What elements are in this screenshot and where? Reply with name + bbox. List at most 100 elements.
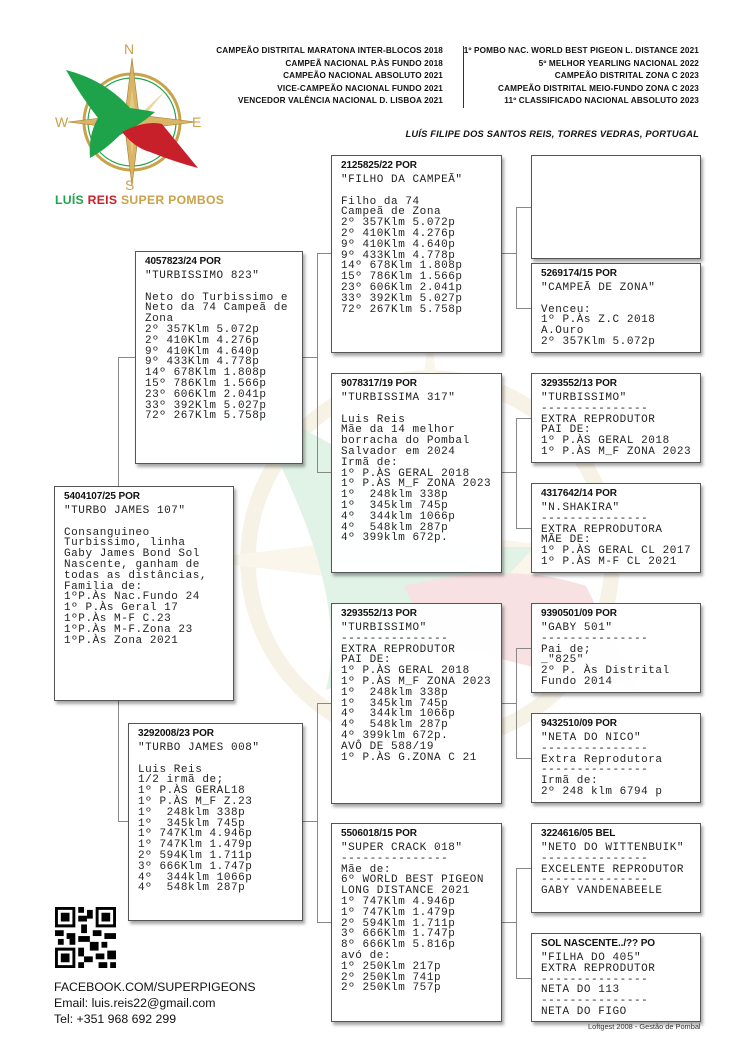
- pigeon-name: "CAMPEÃ DE ZONA": [541, 282, 656, 294]
- achievement: CAMPEÃ NACIONAL P.ÀS FUNDO 2018: [285, 58, 443, 68]
- pigeon-card-ggp[interactable]: 5269174/15 POR "CAMPEÃ DE ZONA" Venceu: …: [531, 263, 701, 353]
- email-link[interactable]: Email: luis.reis22@gmail.com: [54, 996, 216, 1010]
- connector-line: [516, 758, 531, 759]
- compass-w: W: [55, 114, 69, 130]
- pigeon-card-empty[interactable]: [531, 155, 701, 259]
- compass-e: E: [192, 114, 201, 130]
- connector-line: [516, 868, 531, 869]
- connector-line: [516, 207, 517, 308]
- pigeon-name: "NETA DO NICO": [541, 732, 642, 744]
- pigeon-notes: --------------- EXTRA REPRODUTORA MÃE DE…: [541, 512, 692, 568]
- pigeon-card-sire-dam[interactable]: 9078317/19 POR "TURBISSIMA 317" Luis Rei…: [331, 373, 502, 573]
- logo-compass-bird: N E S W: [55, 41, 201, 190]
- pigeon-card-ggp[interactable]: 9432510/09 POR "NETA DO NICO" ----------…: [531, 713, 701, 803]
- logo-text-luis: LUÍS: [55, 193, 84, 207]
- pigeon-card-ggp[interactable]: SOL NASCENTE../?? PO "FILHA DO 405" EXTR…: [531, 933, 701, 1022]
- pigeon-notes: Luis Reis Mãe da 14 melhor borracha do P…: [341, 413, 492, 545]
- connector-line: [118, 357, 119, 486]
- connector-line: [501, 472, 516, 473]
- pigeon-card-ggp[interactable]: 3293552/13 POR "TURBISSIMO" ------------…: [531, 373, 701, 463]
- pigeon-name: "TURBISSIMO": [341, 622, 427, 634]
- connector-line: [516, 868, 517, 978]
- achievement: 5º MELHOR YEARLING NACIONAL 2022: [538, 58, 699, 68]
- ring-number: 3293552/13 POR: [341, 608, 417, 619]
- pigeon-card-ggp[interactable]: 9390501/09 POR "GABY 501" --------------…: [531, 603, 701, 693]
- pigeon-card-ggp[interactable]: 3224616/05 BEL "NETO DO WITTENBUIK" ----…: [531, 823, 701, 913]
- connector-line: [516, 418, 517, 528]
- pigeon-card-sire-sire[interactable]: 2125825/22 POR "FILHO DA CAMPEÃ" Filho d…: [331, 155, 502, 353]
- pigeon-notes: --------------- Mãe de: 6º WORLD BEST PI…: [341, 852, 485, 995]
- ring-number: 3292008/23 POR: [138, 728, 214, 739]
- logo-text-super-pombos: SUPER POMBOS: [121, 193, 225, 207]
- ring-number: 9432510/09 POR: [541, 718, 617, 729]
- connector-line: [317, 703, 318, 922]
- achievement: CAMPEÃO NACIONAL ABSOLUTO 2021: [283, 71, 443, 81]
- ring-number: 4057823/24 POR: [145, 256, 221, 267]
- pigeon-name: "TURBISSIMO 823": [145, 270, 260, 282]
- pigeon-name: "FILHO DA CAMPEÃ": [341, 174, 463, 186]
- connector-line: [516, 648, 517, 758]
- facebook-link[interactable]: FACEBOOK.COM/SUPERPIGEONS: [54, 980, 256, 994]
- achievement: CAMPEÃO DISTRITAL MEIO-FUNDO ZONA C 2023: [498, 83, 699, 93]
- connector-line: [317, 253, 318, 472]
- pigeon-notes: Filho da 74 Campeã de Zona 2º 357Klm 5.0…: [341, 195, 463, 316]
- ring-number: 5269174/15 POR: [541, 268, 617, 279]
- ring-number: 3293552/13 POR: [541, 378, 617, 389]
- achievement: 1º POMBO NAC. WORLD BEST PIGEON L. DISTA…: [463, 46, 699, 55]
- connector-line: [317, 472, 331, 473]
- connector-line: [118, 821, 128, 822]
- pigeon-name: "N.SHAKIRA": [541, 502, 620, 514]
- achievement: VICE-CAMPEÃO NACIONAL FUNDO 2021: [277, 83, 443, 93]
- connector-line: [501, 703, 516, 704]
- connector-line: [118, 700, 119, 821]
- pigeon-name: "TURBO JAMES 107": [64, 505, 186, 517]
- connector-line: [317, 253, 331, 254]
- pigeon-notes: --------------- Extra Reprodutora ------…: [541, 742, 663, 798]
- pigeon-name: "GABY 501": [541, 622, 613, 634]
- pigeon-card-dam-dam[interactable]: 5506018/15 POR "SUPER CRACK 018" -------…: [331, 823, 502, 1022]
- ring-number: 3224616/05 BEL: [541, 828, 616, 839]
- owner-name: LUÍS FILIPE DOS SANTOS REIS, TORRES VEDR…: [405, 129, 699, 139]
- ring-number: 2125825/22 POR: [341, 160, 417, 171]
- pigeon-name: "NETO DO WITTENBUIK": [541, 842, 685, 854]
- ring-number: SOL NASCENTE../?? PO: [541, 938, 655, 949]
- achievements-right: 1º POMBO NAC. WORLD BEST PIGEON L. DISTA…: [464, 45, 699, 108]
- achievement: CAMPEÃO DISTRITAL MARATONA INTER-BLOCOS …: [216, 46, 443, 55]
- pigeon-card-subject[interactable]: 5404107/25 POR "TURBO JAMES 107" Consang…: [54, 486, 234, 701]
- logo-text-reis: REIS: [87, 193, 118, 207]
- ring-number: 4317642/14 POR: [541, 488, 617, 499]
- connector-line: [516, 207, 531, 208]
- pigeon-notes: Luis Reis 1/2 irmã de; 1º P.ÀS GERAL18 1…: [138, 763, 253, 895]
- pigeon-name: "FILHA DO 405": [541, 952, 642, 964]
- pigeon-card-dam[interactable]: 3292008/23 POR "TURBO JAMES 008" Luis Re…: [128, 723, 303, 921]
- ring-number: 5404107/25 POR: [64, 491, 140, 502]
- pigeon-notes: --------------- EXCELENTE REPRODUTOR ---…: [541, 852, 685, 898]
- header-divider: [463, 46, 464, 108]
- connector-line: [302, 821, 317, 822]
- phone-number[interactable]: Tel: +351 968 692 299: [54, 1012, 177, 1026]
- compass-s: S: [125, 177, 134, 190]
- connector-line: [516, 978, 531, 979]
- achievements-left: CAMPEÃO DISTRITAL MARATONA INTER-BLOCOS …: [216, 45, 443, 108]
- connector-line: [516, 308, 531, 309]
- connector-line: [501, 253, 516, 254]
- connector-line: [317, 922, 331, 923]
- pigeon-notes: Neto do Turbissimo e Neto da 74 Campeã d…: [145, 291, 289, 423]
- ring-number: 9078317/19 POR: [341, 378, 417, 389]
- compass-n: N: [124, 41, 134, 57]
- ring-number: 5506018/15 POR: [341, 828, 417, 839]
- pigeon-notes: EXTRA REPRODUTOR --------------- NETA DO…: [541, 962, 656, 1018]
- connector-line: [516, 648, 531, 649]
- achievement: CAMPEÃO DISTRITAL ZONA C 2023: [554, 71, 699, 81]
- qr-code-icon[interactable]: [55, 907, 116, 968]
- connector-line: [317, 703, 331, 704]
- pigeon-card-sire[interactable]: 4057823/24 POR "TURBISSIMO 823" Neto do …: [135, 251, 303, 464]
- connector-line: [118, 357, 135, 358]
- pigeon-notes: Consanguineo Turbissimo, linha Gaby Jame…: [64, 526, 208, 647]
- pigeon-name: "TURBISSIMO": [541, 392, 627, 404]
- connector-line: [516, 528, 531, 529]
- pigeon-card-ggp[interactable]: 4317642/14 POR "N.SHAKIRA" -------------…: [531, 483, 701, 573]
- connector-line: [302, 357, 317, 358]
- pigeon-card-dam-sire[interactable]: 3293552/13 POR "TURBISSIMO" ------------…: [331, 603, 502, 804]
- connector-line: [516, 418, 531, 419]
